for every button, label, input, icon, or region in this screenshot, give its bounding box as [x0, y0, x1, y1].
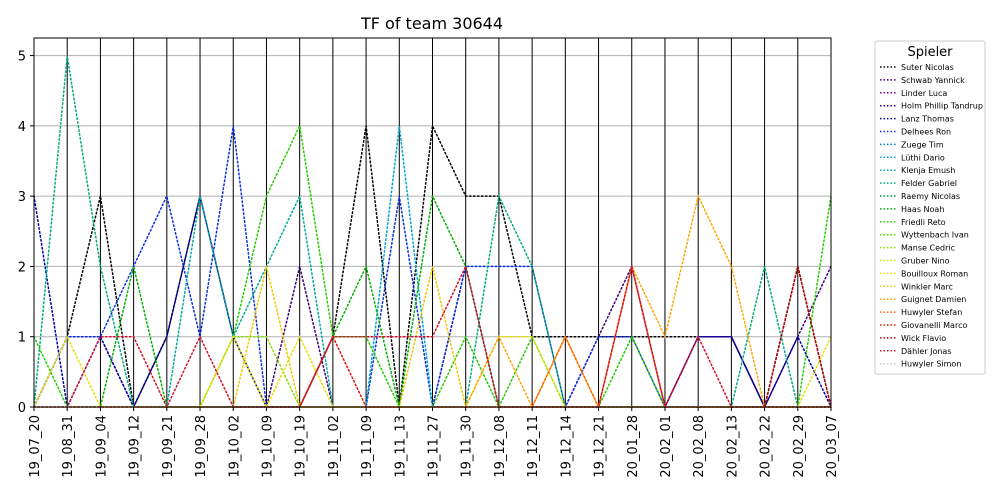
legend-label: Dähler Jonas	[901, 347, 952, 356]
x-tick-label: 20_02_01	[659, 415, 674, 478]
x-tick-label: 19_08_31	[61, 415, 76, 478]
legend-label: Manse Cedric	[901, 244, 955, 253]
x-tick-label: 19_12_21	[593, 415, 608, 478]
grid-layer	[33, 38, 832, 408]
legend: Spieler Suter Nicolas Schwab Yannick Linde…	[874, 40, 986, 375]
x-tick-label: 20_02_29	[792, 415, 807, 478]
x-tick-label: 19_11_13	[393, 415, 408, 478]
legend-label: Lüthi Dario	[901, 153, 945, 162]
legend-frame	[874, 40, 986, 375]
x-tick-label: 19_07_20	[28, 415, 43, 478]
x-tick-label: 19_11_30	[460, 415, 475, 478]
x-tick-label: 20_02_22	[759, 415, 774, 478]
legend-label: Huwyler Stefan	[901, 308, 962, 317]
legend-label: Delhees Ron	[901, 128, 951, 137]
legend-label: Wyttenbach Ivan	[901, 231, 969, 240]
x-tick-label: 19_09_12	[128, 415, 143, 478]
legend-label: Wick Flavio	[901, 334, 946, 343]
y-tick-label: 1	[18, 331, 26, 346]
y-tick-label: 3	[18, 190, 26, 205]
legend-label: Schwab Yannick	[901, 76, 965, 85]
axis-layer: 0 1 2 3 4 5 19_07_20 19_08_31 19_09_04 19_09_12 19…	[18, 50, 840, 478]
x-tick-label: 19_10_19	[294, 415, 309, 478]
x-tick-label: 20_02_08	[692, 415, 707, 478]
legend-label: Huwyler Simon	[901, 360, 961, 369]
legend-label: Guignet Damien	[901, 295, 966, 304]
x-tick-label: 20_01_28	[626, 415, 641, 478]
legend-items: Suter Nicolas Schwab Yannick Linder Luca Ho…	[880, 63, 983, 369]
x-tick-label: 19_11_27	[427, 415, 442, 478]
y-tick-label: 4	[18, 120, 26, 135]
legend-label: Holm Phillip Tandrup	[901, 102, 983, 111]
x-tick-label: 19_11_09	[360, 415, 375, 478]
legend-label: Felder Gabriel	[901, 179, 957, 188]
legend-title: Spieler	[907, 45, 953, 60]
x-tick-label: 19_09_28	[194, 415, 209, 478]
legend-label: Bouilloux Roman	[901, 269, 968, 278]
x-tick-label: 19_09_04	[94, 415, 109, 478]
legend-label: Suter Nicolas	[901, 63, 954, 72]
legend-label: Gruber Nino	[901, 257, 950, 266]
legend-label: Friedli Reto	[901, 218, 946, 227]
x-tick-label: 19_10_02	[227, 415, 242, 478]
x-tick-label: 19_09_21	[161, 415, 176, 478]
x-tick-label: 19_10_09	[260, 415, 275, 478]
legend-label: Raemy Nicolas	[901, 192, 960, 201]
y-tick-label: 2	[18, 260, 26, 275]
legend-label: Winkler Marc	[901, 282, 953, 291]
x-tick-label: 20_03_07	[825, 415, 840, 478]
legend-label: Zuege Tim	[901, 140, 944, 149]
legend-label: Lanz Thomas	[901, 115, 954, 124]
x-tick-label: 19_11_02	[327, 415, 342, 478]
x-tick-label: 20_02_13	[725, 415, 740, 478]
x-tick-label: 19_12_14	[559, 415, 574, 478]
legend-label: Haas Noah	[901, 205, 944, 214]
y-tick-label: 5	[18, 50, 26, 65]
x-tick-label: 19_12_11	[526, 415, 541, 478]
legend-label: Klenja Emush	[901, 166, 955, 175]
y-tick-label: 0	[18, 401, 26, 416]
x-tick-label: 19_12_08	[493, 415, 508, 478]
legend-label: Linder Luca	[901, 89, 947, 98]
chart-title: TF of team 30644	[360, 14, 503, 33]
legend-label: Giovanelli Marco	[901, 321, 967, 330]
